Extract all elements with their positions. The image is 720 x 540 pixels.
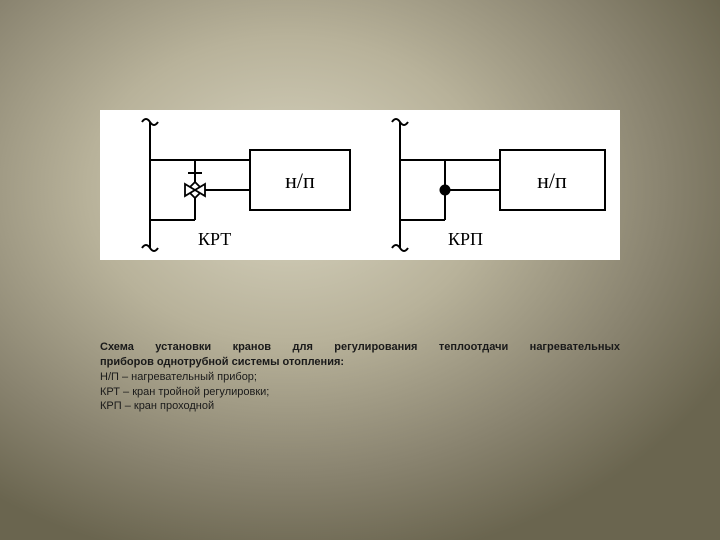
legend-line-3: КРП – кран проходной <box>100 399 620 414</box>
krt-valve-icon <box>185 173 205 198</box>
schematic-svg: н/п КРТ н/п КРП <box>100 110 620 260</box>
caption-title-line1: Схема установки кранов для регулирования… <box>100 340 620 355</box>
right-valve-label: КРП <box>448 229 483 249</box>
krp-valve-icon <box>440 185 450 195</box>
left-valve-label: КРТ <box>198 229 231 249</box>
legend-line-1: Н/П – нагревательный прибор; <box>100 370 620 385</box>
schematic-diagram: н/п КРТ н/п КРП <box>100 110 620 260</box>
left-box-label: н/п <box>285 168 315 193</box>
legend-line-2: КРТ – кран тройной регулировки; <box>100 385 620 400</box>
caption-block: Схема установки кранов для регулирования… <box>100 340 620 414</box>
right-box-label: н/п <box>537 168 567 193</box>
caption-title-line2: приборов однотрубной системы отопления: <box>100 355 620 370</box>
